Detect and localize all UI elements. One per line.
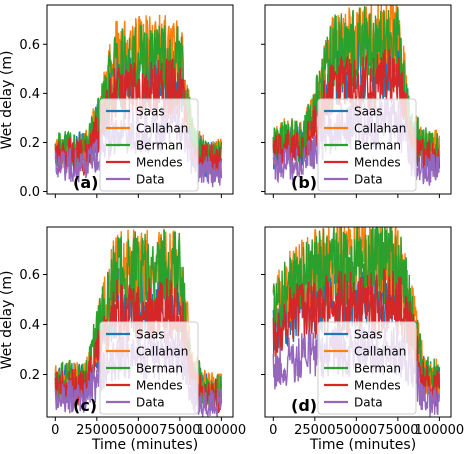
- x-tick-label: 50000: [118, 423, 159, 438]
- panel-label: (b): [291, 173, 317, 192]
- legend-label-mendes: Mendes: [354, 156, 401, 170]
- legend-label-data: Data: [136, 396, 165, 410]
- legend-box: [317, 321, 417, 415]
- legend-label-callahan: Callahan: [136, 122, 188, 136]
- y-axis-label-bottom: Wet delay (m): [0, 271, 15, 370]
- x-tick-label: 75000: [159, 423, 200, 438]
- x-tick-label: 100000: [415, 423, 465, 438]
- legend-label-berman: Berman: [354, 139, 401, 153]
- legend-box: [99, 98, 199, 192]
- panel-b: Saas Callahan Berman Mendes Data (b): [261, 4, 452, 198]
- legend-box: [99, 321, 199, 415]
- legend-label-data: Data: [354, 173, 383, 187]
- x-axis-label-left: Time (minutes): [91, 437, 198, 453]
- y-tick-label: 0.0: [19, 185, 40, 200]
- y-tick-label: 0.6: [19, 38, 40, 53]
- panel-label: (d): [291, 396, 317, 415]
- legend-label-saas: Saas: [136, 105, 165, 119]
- x-tick-label: 50000: [336, 423, 377, 438]
- legend-label-mendes: Mendes: [136, 379, 183, 393]
- x-tick-label: 25000: [294, 423, 335, 438]
- plot-frame: [46, 226, 234, 418]
- x-tick-label: 0: [269, 423, 277, 438]
- legend-label-saas: Saas: [354, 328, 383, 342]
- x-tick-label: 75000: [377, 423, 418, 438]
- legend-label-saas: Saas: [136, 328, 165, 342]
- legend-label-mendes: Mendes: [136, 156, 183, 170]
- legend-box: [317, 98, 417, 192]
- y-tick-label: 0.2: [19, 136, 40, 151]
- y-tick-label: 0.6: [19, 268, 40, 283]
- legend-label-berman: Berman: [136, 362, 183, 376]
- y-tick-label: 0.4: [19, 318, 40, 333]
- series-berman-line: [272, 227, 440, 396]
- legend-label-data: Data: [354, 396, 383, 410]
- legend-label-callahan: Callahan: [354, 122, 406, 136]
- plot-frame: [264, 226, 452, 418]
- x-axis-label-right: Time (minutes): [309, 437, 416, 453]
- y-tick-label: 0.4: [19, 87, 40, 102]
- y-tick-label: 0.2: [19, 368, 40, 383]
- panel-a: 0.0 0.2 0.4 0.6 Saas Callahan Berman Mendes Data…: [19, 4, 234, 200]
- panel-label: (a): [73, 173, 98, 192]
- legend-label-berman: Berman: [136, 139, 183, 153]
- legend-label-data: Data: [136, 173, 165, 187]
- x-tick-label: 25000: [76, 423, 117, 438]
- legend-label-berman: Berman: [354, 362, 401, 376]
- plot-frame: [264, 4, 452, 195]
- legend-label-callahan: Callahan: [354, 345, 406, 359]
- legend-label-callahan: Callahan: [136, 345, 188, 359]
- plot-frame: [46, 4, 234, 195]
- x-tick-label: 100000: [197, 423, 247, 438]
- legend-label-mendes: Mendes: [354, 379, 401, 393]
- y-axis-label-top: Wet delay (m): [0, 51, 15, 150]
- panel-label: (c): [73, 396, 97, 415]
- x-tick-label: 0: [51, 423, 59, 438]
- legend-label-saas: Saas: [354, 105, 383, 119]
